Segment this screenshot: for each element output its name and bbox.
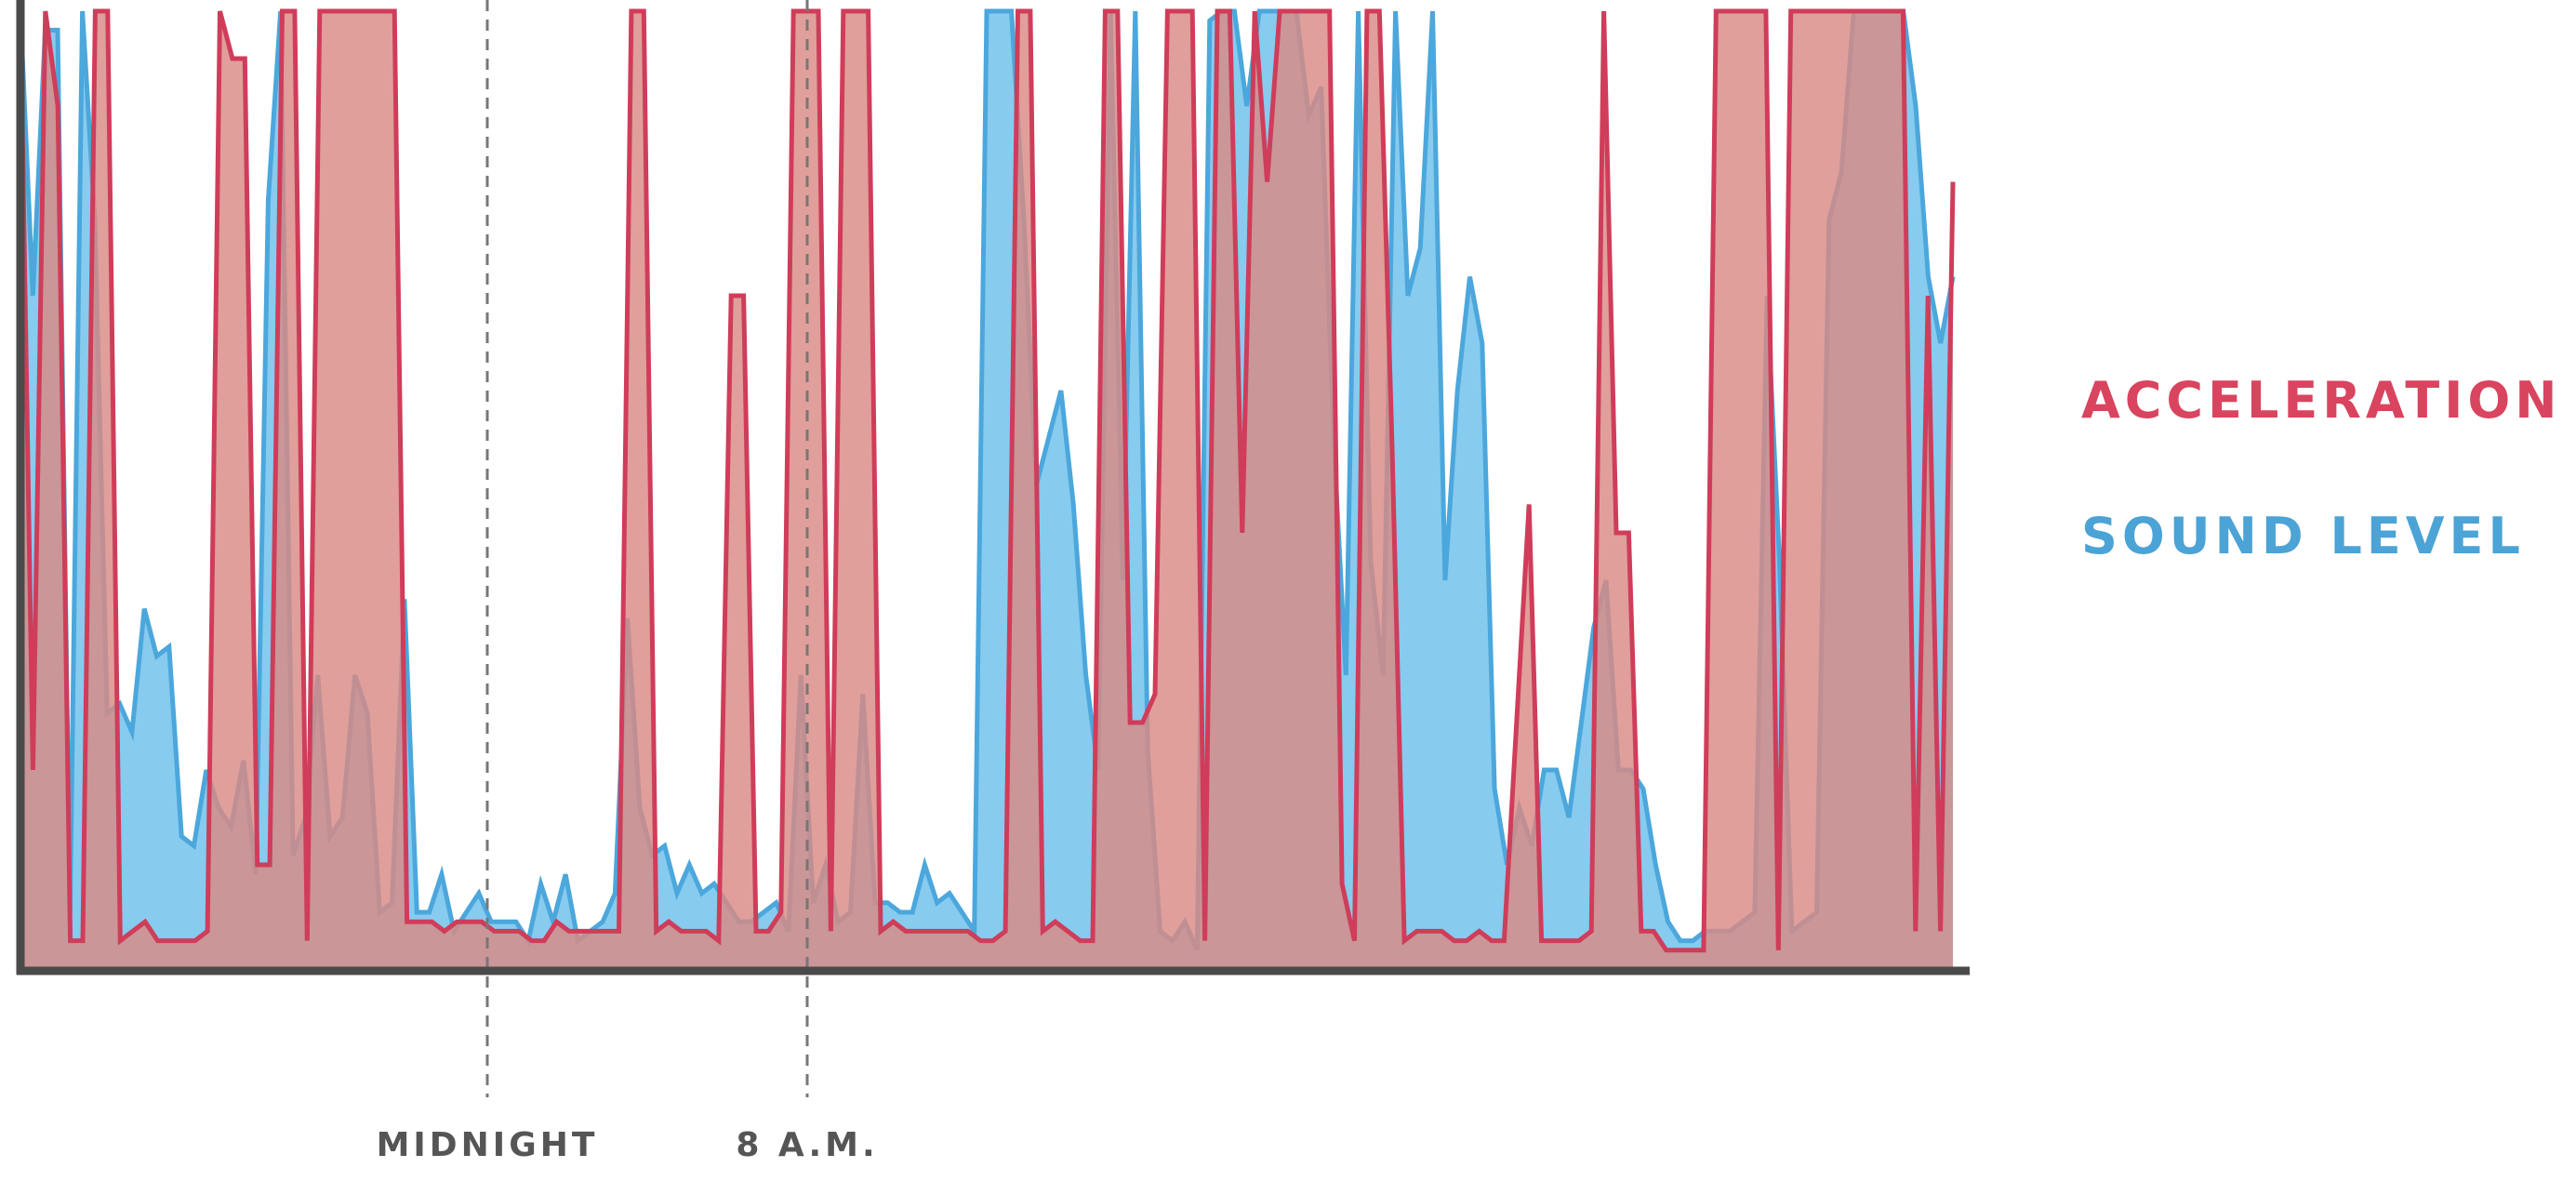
series-layer	[18, 8, 1956, 969]
guide-layer: MIDNIGHT 8 A.M.	[377, 0, 878, 1164]
series-line-acceleration	[18, 8, 1956, 953]
x-tick-label-8am: 8 A.M.	[736, 1126, 878, 1164]
legend: ACCELERATION SOUND LEVEL	[2081, 376, 2561, 562]
series-area-acceleration	[20, 11, 1953, 969]
x-tick-label-midnight: MIDNIGHT	[377, 1126, 599, 1164]
legend-item-sound-level: SOUND LEVEL	[2081, 507, 2525, 565]
legend-item-acceleration: ACCELERATION	[2081, 371, 2562, 430]
series-area-sound-level	[20, 11, 1953, 969]
